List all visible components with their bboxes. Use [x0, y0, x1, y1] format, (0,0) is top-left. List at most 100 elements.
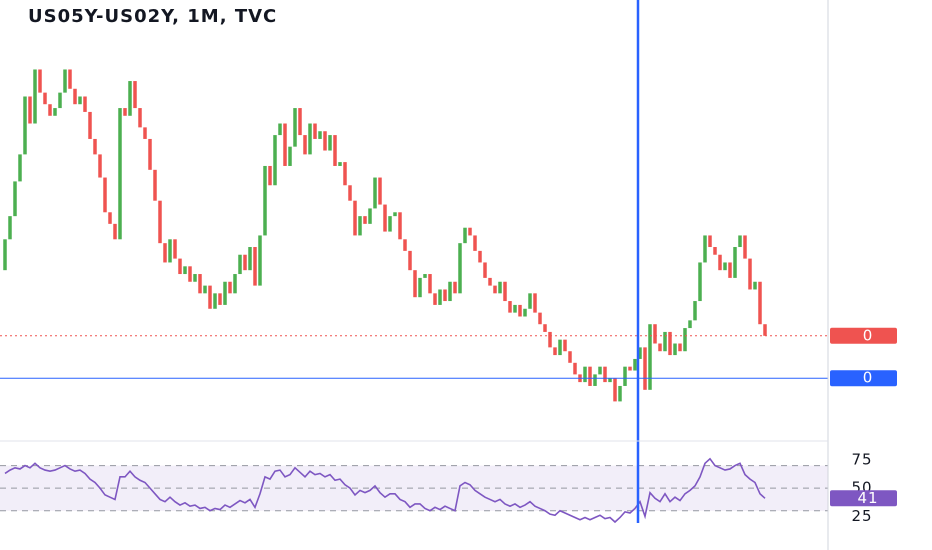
- candle: [238, 254, 242, 275]
- candle: [643, 347, 647, 390]
- candle: [108, 212, 112, 224]
- candle: [28, 96, 32, 124]
- candle: [423, 274, 427, 278]
- candle: [693, 301, 697, 321]
- candle: [338, 162, 342, 166]
- candle: [13, 181, 17, 217]
- candle: [8, 216, 12, 240]
- candle: [18, 154, 22, 182]
- candle: [683, 328, 687, 352]
- candle: [678, 343, 682, 352]
- candle: [118, 108, 122, 240]
- candle: [248, 247, 252, 271]
- candle: [333, 135, 337, 166]
- candle: [373, 177, 377, 209]
- candle: [488, 277, 492, 286]
- candle: [128, 81, 132, 116]
- candle: [83, 96, 87, 112]
- price-label: 0: [863, 326, 874, 344]
- candle: [428, 274, 432, 294]
- candle: [328, 135, 332, 151]
- rsi-value-label: 41: [857, 489, 878, 507]
- candle: [318, 131, 322, 139]
- candle: [23, 96, 27, 155]
- candle: [733, 247, 737, 278]
- candle: [178, 258, 182, 275]
- candle: [703, 235, 707, 263]
- candle: [628, 366, 632, 371]
- candle: [313, 123, 317, 139]
- candle: [413, 270, 417, 298]
- price-box: [830, 327, 897, 344]
- candle: [533, 293, 537, 313]
- candle: [303, 135, 307, 155]
- candle: [718, 254, 722, 271]
- candle: [263, 165, 267, 236]
- candle: [663, 331, 667, 352]
- price-box: [830, 370, 897, 387]
- candle: [603, 366, 607, 383]
- candle: [203, 285, 207, 294]
- price-label: 0: [863, 369, 874, 387]
- candle: [38, 69, 42, 93]
- candle: [163, 243, 167, 263]
- candle: [543, 324, 547, 332]
- candle: [378, 177, 382, 205]
- candle: [383, 204, 387, 232]
- candle: [548, 331, 552, 348]
- candle: [43, 92, 47, 105]
- candle: [78, 96, 82, 105]
- candle: [368, 208, 372, 224]
- candle: [433, 293, 437, 305]
- candle: [613, 378, 617, 402]
- candle: [198, 274, 202, 294]
- candle: [403, 239, 407, 251]
- candle: [358, 216, 362, 236]
- candle: [563, 339, 567, 352]
- candle: [138, 108, 142, 128]
- candle: [348, 185, 352, 201]
- candle: [353, 200, 357, 236]
- rsi-tick-label: 25: [851, 507, 872, 525]
- candle: [93, 138, 97, 155]
- candle: [73, 88, 77, 105]
- candle: [148, 138, 152, 170]
- candle: [453, 281, 457, 294]
- rsi-tick-label: 75: [851, 450, 872, 468]
- candle: [713, 247, 717, 255]
- candle: [538, 312, 542, 325]
- candle: [623, 366, 627, 386]
- candle: [573, 362, 577, 375]
- candle: [208, 285, 212, 309]
- candle: [308, 123, 312, 155]
- candle: [598, 366, 602, 375]
- candle: [468, 227, 472, 236]
- candle: [513, 304, 517, 313]
- candle: [438, 289, 442, 305]
- candle: [33, 69, 37, 124]
- candle: [213, 293, 217, 309]
- candle: [258, 235, 262, 286]
- candle: [393, 212, 397, 217]
- candle: [483, 262, 487, 278]
- candle: [763, 324, 767, 336]
- candle: [98, 154, 102, 178]
- candle: [153, 169, 157, 201]
- candle: [268, 165, 272, 186]
- candle: [193, 274, 197, 282]
- candle: [233, 274, 237, 294]
- candle: [158, 200, 162, 244]
- candle: [123, 108, 127, 116]
- candle: [478, 250, 482, 263]
- candle: [48, 104, 52, 116]
- candle: [688, 320, 692, 329]
- candle: [648, 324, 652, 390]
- candle: [743, 235, 747, 259]
- candle: [173, 239, 177, 259]
- candle: [253, 247, 257, 286]
- candle: [728, 262, 732, 278]
- candle: [458, 243, 462, 294]
- candle: [633, 358, 637, 371]
